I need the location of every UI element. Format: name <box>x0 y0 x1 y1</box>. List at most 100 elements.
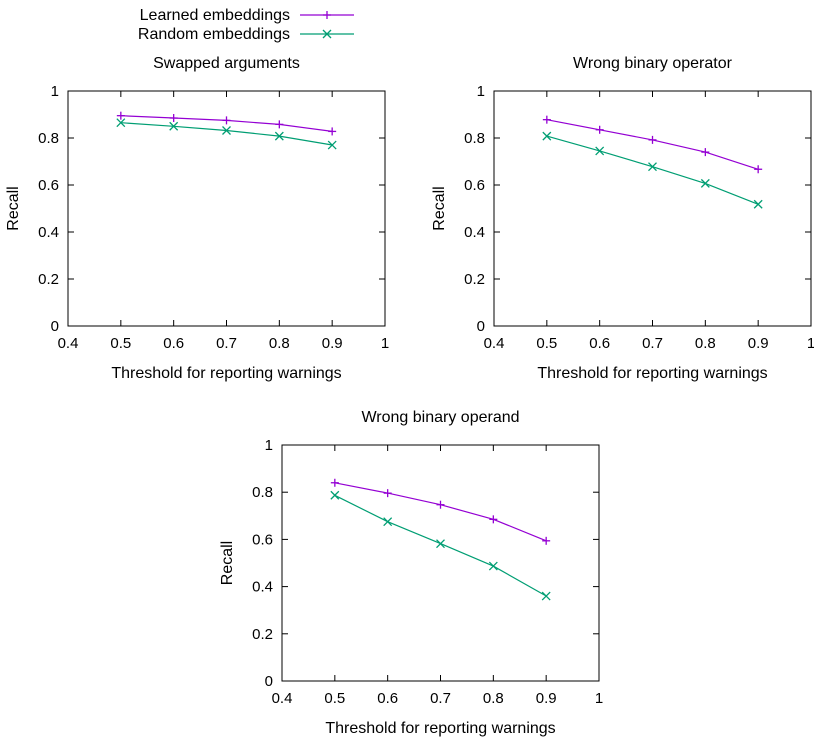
data-point <box>648 135 657 144</box>
y-tick-label: 1 <box>265 437 273 454</box>
x-axis-title: Threshold for reporting warnings <box>111 365 341 382</box>
data-point <box>542 115 551 124</box>
data-point <box>489 515 498 524</box>
y-axis-title: Recall <box>431 186 448 230</box>
x-tick-label: 0.4 <box>58 335 79 352</box>
x-tick-label: 0.5 <box>110 335 131 352</box>
series-learned-embeddings <box>542 115 763 174</box>
x-tick-label: 0.8 <box>483 690 504 707</box>
x-tick-label: 0.5 <box>536 335 557 352</box>
x-tick-label: 0.6 <box>589 335 610 352</box>
y-tick-label: 0.6 <box>38 177 59 194</box>
x-tick-label: 0.9 <box>536 690 557 707</box>
data-point <box>488 561 498 571</box>
y-tick-label: 0.6 <box>464 177 485 194</box>
data-point <box>274 131 284 141</box>
data-point <box>754 165 763 174</box>
data-point <box>648 162 657 172</box>
y-tick-label: 0.4 <box>38 224 59 241</box>
data-point <box>328 127 337 136</box>
data-point <box>383 517 393 527</box>
data-point <box>436 539 445 549</box>
y-tick-label: 1 <box>477 83 485 100</box>
plot-frame <box>493 90 812 327</box>
y-axis-title: Recall <box>5 186 22 230</box>
data-point <box>169 121 179 131</box>
x-tick-label: 1 <box>807 335 814 352</box>
x-tick-label: 0.4 <box>484 335 505 352</box>
y-tick-label: 0 <box>265 673 273 690</box>
data-point <box>595 125 604 134</box>
x-tick-label: 0.6 <box>377 690 398 707</box>
y-tick-label: 0.4 <box>252 579 273 596</box>
x-tick-label: 0.9 <box>748 335 769 352</box>
y-tick-label: 0 <box>51 318 59 335</box>
chart-wrong-binary-operand: 0.4 0.5 0.6 0.7 0.8 0.9 1 0 0.2 0.4 0.6 0.8 1 Wrong b… <box>219 409 603 737</box>
y-tick-label: 0.4 <box>464 224 485 241</box>
y-tick-label: 0.8 <box>38 130 59 147</box>
y-tick-label: 0.8 <box>464 130 485 147</box>
y-tick-label: 0.6 <box>252 531 273 548</box>
x-tick-label: 0.7 <box>642 335 663 352</box>
data-point <box>275 120 284 129</box>
y-tick-label: 0 <box>477 318 485 335</box>
data-point <box>222 126 231 135</box>
data-point <box>169 114 178 123</box>
data-point <box>436 500 445 509</box>
data-point <box>222 116 231 125</box>
legend-label: Random embeddings <box>138 26 290 43</box>
x-tick-label: 0.8 <box>269 335 290 352</box>
y-tick-label: 0.8 <box>252 484 273 501</box>
legend-item-learned-embeddings: Learned embeddings <box>140 7 354 24</box>
legend-marker <box>322 29 332 39</box>
y-tick-label: 0.2 <box>464 271 485 288</box>
data-point <box>383 489 392 498</box>
x-tick-label: 1 <box>595 690 603 707</box>
x-tick-label: 1 <box>381 335 389 352</box>
x-tick-label: 0.9 <box>322 335 343 352</box>
x-tick-label: 0.5 <box>324 690 345 707</box>
x-tick-label: 0.7 <box>430 690 451 707</box>
data-point <box>327 140 337 150</box>
x-axis-title: Threshold for reporting warnings <box>325 720 555 737</box>
data-point <box>542 131 552 141</box>
data-point <box>753 199 763 209</box>
legend-item-random-embeddings: Random embeddings <box>138 26 354 43</box>
y-axis-title: Recall <box>219 541 236 585</box>
y-tick-label: 0.2 <box>252 626 273 643</box>
chart-wrong-binary-operator: 0.4 0.5 0.6 0.7 0.8 0.9 1 0 0.2 0.4 0.6 0.8 1 Wrong b… <box>431 55 814 382</box>
data-point <box>116 111 125 120</box>
chart-title: Swapped arguments <box>153 55 300 72</box>
x-tick-label: 0.7 <box>216 335 237 352</box>
series-line <box>334 482 547 542</box>
legend-marker <box>323 11 331 19</box>
y-tick-label: 0.2 <box>38 271 59 288</box>
data-point <box>595 146 605 156</box>
y-tick-label: 1 <box>51 83 59 100</box>
data-point <box>542 536 551 545</box>
data-point <box>330 478 339 487</box>
chart-swapped-arguments: 0.4 0.5 0.6 0.7 0.8 0.9 1 0 0.2 0.4 0.6 0.8 1 Swapped… <box>5 55 389 382</box>
plot-frame <box>67 90 386 327</box>
plot-frame <box>281 444 600 682</box>
series-line <box>120 122 333 146</box>
chart-title: Wrong binary operand <box>361 409 519 426</box>
series-random-embeddings <box>330 490 551 601</box>
x-tick-label: 0.8 <box>695 335 716 352</box>
series-random-embeddings <box>116 118 337 150</box>
x-axis-title: Threshold for reporting warnings <box>537 365 767 382</box>
data-point <box>541 591 551 601</box>
data-point <box>701 148 710 157</box>
data-point <box>116 118 126 128</box>
x-tick-label: 0.6 <box>163 335 184 352</box>
series-line <box>546 135 759 205</box>
series-line <box>334 494 547 597</box>
data-point <box>700 178 710 188</box>
series-learned-embeddings <box>330 478 551 545</box>
series-learned-embeddings <box>116 111 337 136</box>
legend-label: Learned embeddings <box>140 7 290 24</box>
data-point <box>330 490 340 500</box>
legend: Learned embeddings Random embeddings <box>138 7 354 43</box>
